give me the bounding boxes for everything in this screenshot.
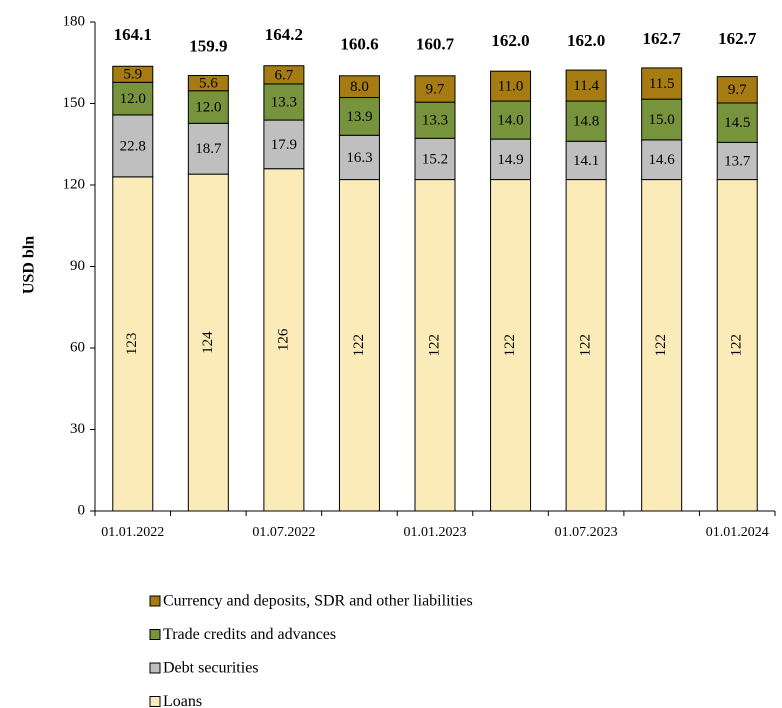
- value-label: 9.7: [426, 81, 445, 97]
- bar-segment: [414, 179, 456, 512]
- legend-swatch: [149, 595, 161, 607]
- y-tick-label: 150: [63, 95, 86, 111]
- legend-swatch: [149, 629, 161, 640]
- total-label: 162.0: [567, 31, 605, 50]
- bar-segment: [187, 122, 229, 175]
- bar-segment: [490, 179, 532, 512]
- value-label: 11.5: [649, 76, 675, 92]
- bar-segment: [414, 75, 456, 103]
- y-axis-label: USD bln: [21, 236, 38, 294]
- legend-label: Loans: [163, 693, 202, 708]
- total-label: 164.1: [114, 25, 152, 44]
- bar-segment: [490, 70, 532, 102]
- value-label: 14.8: [573, 114, 599, 130]
- value-label: 11.0: [498, 79, 524, 95]
- value-label: 16.3: [346, 150, 372, 166]
- value-label: 15.0: [649, 112, 675, 128]
- bar-segment: [263, 119, 305, 170]
- y-tick-label: 30: [70, 421, 85, 437]
- bar-segment: [338, 97, 380, 136]
- y-tick-label: 0: [78, 502, 86, 518]
- bar-segment: [112, 81, 154, 116]
- value-label: 13.3: [422, 113, 448, 129]
- bar-segment: [641, 139, 683, 181]
- value-label: 12.0: [120, 91, 146, 107]
- x-tick-label: 01.01.2023: [404, 525, 467, 540]
- y-tick-label: 60: [70, 339, 85, 355]
- legend-label: Trade credits and advances: [163, 626, 336, 643]
- bar-segment: [414, 137, 456, 181]
- value-label: 14.1: [573, 153, 599, 169]
- bar-segment: [338, 75, 380, 99]
- value-label: 13.9: [346, 109, 372, 125]
- y-tick-label: 180: [63, 13, 86, 29]
- value-label: 5.6: [199, 76, 218, 92]
- value-label: 9.7: [728, 82, 747, 98]
- bar-segment: [263, 83, 305, 121]
- value-label: 5.9: [123, 67, 142, 83]
- x-tick-label: 01.07.2022: [252, 525, 315, 540]
- value-label: 11.4: [573, 78, 599, 94]
- bar-segment: [490, 100, 532, 140]
- total-label: 160.7: [416, 34, 455, 53]
- bar-segment: [641, 179, 683, 512]
- value-label: 122: [351, 334, 367, 357]
- bar-segment: [716, 141, 758, 181]
- value-label: 14.5: [724, 115, 750, 131]
- legend-label: Currency and deposits, SDR and other lia…: [163, 593, 473, 610]
- value-label: 122: [426, 334, 442, 357]
- value-label: 122: [729, 334, 745, 357]
- value-label: 13.7: [724, 153, 751, 169]
- bar-segment: [565, 69, 607, 102]
- value-label: 123: [124, 333, 140, 356]
- legend-label: Debt securities: [163, 660, 259, 677]
- value-label: 122: [653, 334, 669, 357]
- bar-segment: [112, 65, 154, 83]
- bar-segment: [263, 168, 305, 512]
- y-tick-label: 120: [63, 176, 86, 192]
- bar-segment: [641, 98, 683, 141]
- value-label: 14.6: [649, 152, 676, 168]
- y-tick-label: 90: [70, 258, 85, 274]
- value-label: 124: [200, 331, 216, 354]
- total-label: 159.9: [189, 37, 227, 56]
- x-tick-label: 01.01.2024: [706, 525, 769, 540]
- value-label: 12.0: [195, 99, 221, 115]
- value-label: 6.7: [275, 67, 294, 83]
- bar-segment: [187, 90, 229, 124]
- bar-segment: [716, 76, 758, 104]
- value-label: 122: [502, 334, 518, 357]
- total-label: 162.7: [643, 29, 682, 48]
- bar-segment: [565, 179, 607, 512]
- total-label: 164.2: [265, 25, 303, 44]
- legend-swatch: [149, 696, 161, 707]
- bar-segment: [112, 114, 154, 178]
- value-label: 13.3: [271, 94, 297, 110]
- value-label: 22.8: [120, 138, 146, 154]
- value-label: 126: [275, 328, 291, 351]
- bar-segment: [716, 102, 758, 143]
- value-label: 15.2: [422, 151, 448, 167]
- x-tick-label: 01.07.2023: [555, 525, 618, 540]
- bar-segment: [565, 140, 607, 181]
- value-label: 14.0: [497, 113, 523, 129]
- total-label: 162.7: [718, 29, 757, 48]
- x-tick-label: 01.01.2022: [101, 525, 164, 540]
- bar-segment: [187, 75, 229, 92]
- bar-segment: [338, 134, 380, 181]
- value-label: 18.7: [195, 141, 222, 157]
- value-label: 17.9: [271, 137, 297, 153]
- bar-segment: [565, 100, 607, 142]
- total-label: 160.6: [340, 35, 378, 54]
- legend-swatch: [149, 662, 161, 674]
- bar-segment: [338, 179, 380, 512]
- bar-segment: [263, 65, 305, 85]
- bar-segment: [641, 67, 683, 100]
- total-label: 162.0: [491, 31, 529, 50]
- value-label: 122: [578, 334, 594, 357]
- bar-segment: [716, 179, 758, 512]
- value-label: 14.9: [497, 152, 523, 168]
- value-label: 8.0: [350, 79, 369, 95]
